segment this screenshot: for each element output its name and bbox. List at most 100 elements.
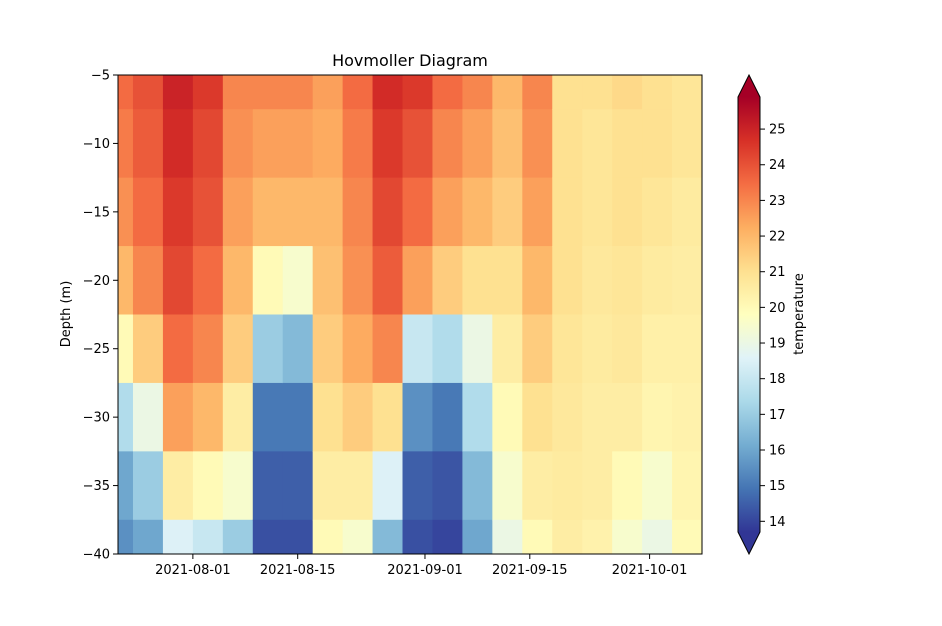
heatmap-cell [402,314,434,384]
heatmap-cell [312,382,344,452]
x-tick-label: 2021-09-15 [492,563,568,578]
heatmap-cell [312,451,344,521]
heatmap-cell [118,75,134,110]
heatmap-cell [522,382,553,452]
y-tick-label: −15 [83,205,110,220]
heatmap-cell [552,109,583,179]
colorbar-tick-label: 22 [769,230,786,245]
heatmap-cell [312,75,344,110]
colorbar-tick-label: 20 [769,301,786,316]
heatmap-cell [252,451,284,521]
heatmap-cell [402,109,434,179]
heatmap-cell [372,75,404,110]
heatmap-cell [372,246,404,316]
heatmap-cell [432,75,464,110]
heatmap-cells [118,75,702,554]
heatmap-cell [342,382,374,452]
y-tick-label: −5 [91,69,110,84]
heatmap-cell [132,451,164,521]
heatmap-cell [492,75,523,110]
y-axis: −5 −10 −15 −20 −25 −30 −35 −40 [83,69,118,563]
y-tick-label: −10 [83,137,110,152]
x-tick-label: 2021-08-15 [260,563,336,578]
heatmap-cell [132,314,164,384]
x-tick-label: 2021-10-01 [612,563,688,578]
heatmap-cell [582,75,613,110]
heatmap-cell [582,314,613,384]
heatmap-cell [462,314,493,384]
heatmap-cell [312,246,344,316]
heatmap-cell [222,519,254,554]
heatmap-cell [222,109,254,179]
y-axis-label: Depth (m) [59,281,74,348]
heatmap-cell [132,382,164,452]
heatmap-cell [118,177,134,247]
heatmap-cell [342,246,374,316]
colorbar-extend-min [738,532,760,554]
x-axis: 2021-08-01 2021-08-15 2021-09-01 2021-09-15… [155,554,687,578]
y-tick-label: −20 [83,274,110,289]
y-tick-label: −30 [83,411,110,426]
heatmap-cell [252,177,284,247]
heatmap-cell [612,451,643,521]
colorbar-tick-label: 19 [769,337,786,352]
heatmap-cell [672,519,702,554]
heatmap-cell [492,177,523,247]
heatmap-cell [192,246,224,316]
heatmap-cell [282,451,314,521]
heatmap-cell [462,246,493,316]
colorbar-ticks: 14 15 16 17 18 19 20 21 22 23 24 25 [760,123,786,530]
heatmap-cell [118,109,134,179]
heatmap-cell [222,451,254,521]
heatmap-cell [582,519,613,554]
heatmap-cell [522,177,553,247]
heatmap-cell [642,177,673,247]
heatmap-cell [312,314,344,384]
heatmap-cell [492,109,523,179]
heatmap-cell [342,75,374,110]
heatmap-cell [402,519,434,554]
heatmap-cell [252,246,284,316]
heatmap-cell [432,109,464,179]
heatmap-cell [522,314,553,384]
heatmap-cell [582,177,613,247]
heatmap-cell [432,519,464,554]
heatmap-cell [312,177,344,247]
heatmap-cell [312,109,344,179]
heatmap-cell [372,519,404,554]
heatmap-cell [118,519,134,554]
y-tick-label: −35 [83,479,110,494]
colorbar-tick-label: 21 [769,265,786,280]
colorbar-tick-label: 15 [769,479,786,494]
heatmap-cell [192,177,224,247]
heatmap-cell [252,75,284,110]
heatmap-cell [282,246,314,316]
heatmap-cell [252,314,284,384]
heatmap-cell [672,314,702,384]
heatmap-cell [552,314,583,384]
colorbar-extend-max [738,75,760,97]
heatmap-cell [432,382,464,452]
heatmap-cell [612,382,643,452]
heatmap-cell [432,451,464,521]
heatmap-cell [192,382,224,452]
heatmap-cell [192,75,224,110]
heatmap-cell [372,314,404,384]
heatmap-cell [612,314,643,384]
heatmap-cell [432,177,464,247]
x-tick-label: 2021-08-01 [155,563,231,578]
heatmap-cell [192,451,224,521]
heatmap-cell [222,177,254,247]
heatmap-cell [612,177,643,247]
heatmap-cell [312,519,344,554]
heatmap-cell [402,451,434,521]
colorbar-outline [737,73,761,556]
heatmap-cell [582,246,613,316]
heatmap-cell [342,451,374,521]
heatmap-cell [462,109,493,179]
heatmap-cell [252,382,284,452]
heatmap-cell [162,246,194,316]
heatmap-cell [552,382,583,452]
